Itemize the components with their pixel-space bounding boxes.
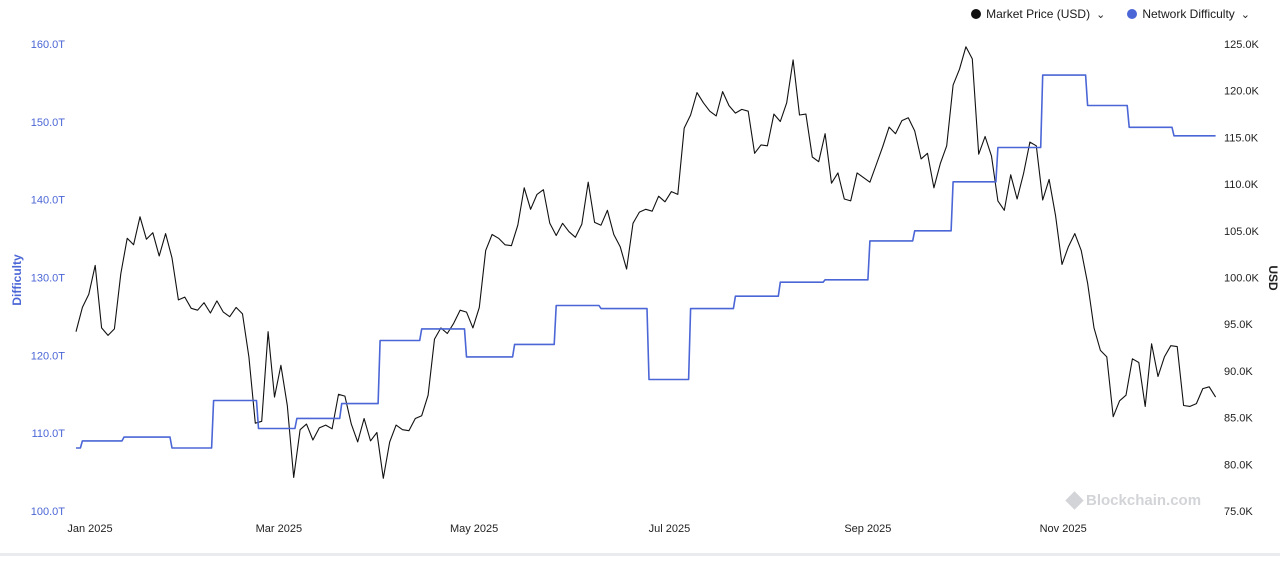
chevron-down-icon[interactable]: ⌄ [1240, 8, 1250, 21]
legend-dot-network-difficulty [1127, 9, 1138, 19]
right-tick-label: 90.0K [1224, 366, 1253, 378]
right-tick-label: 95.0K [1224, 319, 1253, 331]
left-tick-label: 160.0T [31, 39, 66, 51]
market-price-line [75, 46, 1217, 479]
x-tick-label: Mar 2025 [256, 523, 302, 535]
right-tick-label: 120.0K [1224, 86, 1260, 98]
left-tick-label: 140.0T [31, 195, 66, 207]
x-tick-label: Nov 2025 [1040, 523, 1087, 535]
chevron-down-icon[interactable]: ⌄ [1096, 8, 1106, 21]
legend-label-network-difficulty: Network Difficulty [1142, 7, 1235, 21]
right-tick-label: 80.0K [1224, 459, 1253, 471]
right-tick-label: 85.0K [1224, 413, 1253, 425]
legend-item-market-price[interactable]: Market Price (USD) ⌄ [971, 7, 1105, 21]
left-axis: 100.0T 110.0T 120.0T 130.0T 140.0T 150.0T 160.… [31, 39, 66, 518]
right-tick-label: 100.0K [1224, 273, 1260, 285]
right-tick-label: 125.0K [1224, 39, 1260, 51]
left-tick-label: 120.0T [31, 350, 66, 362]
right-tick-label: 110.0K [1224, 179, 1259, 191]
x-tick-label: Sep 2025 [844, 523, 891, 535]
right-tick-label: 105.0K [1224, 226, 1260, 238]
right-axis: 75.0K 80.0K 85.0K 90.0K 95.0K 100.0K 105.0K 110… [1224, 39, 1260, 518]
left-tick-label: 110.0T [32, 428, 66, 440]
left-tick-label: 150.0T [31, 117, 66, 129]
x-tick-label: May 2025 [450, 523, 498, 535]
left-tick-label: 130.0T [31, 273, 66, 285]
series-lines [75, 46, 1217, 479]
legend-label-market-price: Market Price (USD) [986, 7, 1091, 21]
left-tick-label: 100.0T [31, 506, 66, 518]
bottom-divider [0, 553, 1280, 556]
chart-legend: Market Price (USD) ⌄ Network Difficulty … [971, 7, 1250, 21]
legend-dot-market-price [971, 9, 982, 19]
x-axis: Jan 2025 Mar 2025 May 2025 Jul 2025 Sep 2025… [67, 523, 1086, 535]
watermark-text: Blockchain.com [1086, 492, 1202, 509]
network-difficulty-line [76, 74, 1216, 449]
legend-item-network-difficulty[interactable]: Network Difficulty ⌄ [1127, 7, 1250, 21]
right-tick-label: 75.0K [1224, 506, 1253, 518]
right-axis-title: USD [1266, 265, 1280, 291]
left-axis-title: Difficulty [10, 254, 24, 306]
x-tick-label: Jan 2025 [67, 523, 112, 535]
watermark: Blockchain.com [1065, 491, 1202, 510]
x-tick-label: Jul 2025 [649, 523, 691, 535]
right-tick-label: 115.0K [1224, 132, 1259, 144]
blockchain-logo-icon [1065, 491, 1084, 510]
